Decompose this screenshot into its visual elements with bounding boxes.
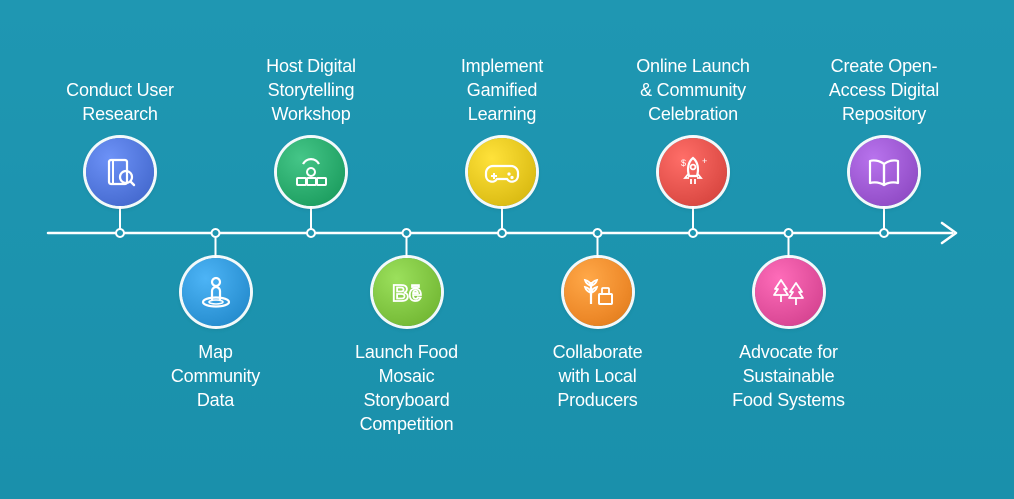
workshop-icon — [296, 158, 327, 186]
behance-icon: Bē — [391, 279, 422, 307]
step-node — [754, 258, 823, 326]
timeline-arrow-head — [940, 221, 958, 245]
step-label: Host Digital Storytelling Workshop — [266, 56, 356, 124]
step-node: $ + — [659, 138, 727, 206]
step-node — [468, 138, 536, 206]
step-label: Collaborate with Local Producers — [552, 342, 643, 410]
timeline-marker — [592, 228, 603, 238]
book-search-icon — [107, 158, 136, 187]
step-label: Launch Food Mosaic Storyboard Competitio… — [355, 342, 458, 434]
step-label: Conduct User Research — [66, 80, 174, 124]
svg-text:$: $ — [681, 158, 686, 168]
step-node — [277, 138, 345, 206]
step-node — [181, 258, 250, 326]
svg-text:Bē: Bē — [392, 280, 421, 306]
step-label: Create Open- Access Digital Repository — [828, 56, 940, 124]
timeline-marker — [688, 228, 698, 238]
step-node — [850, 138, 918, 206]
wheat-crate-icon — [583, 278, 613, 305]
step-label: Online Launch & Community Celebration — [636, 56, 750, 124]
svg-text:+: + — [702, 156, 707, 166]
timeline-marker — [879, 228, 889, 238]
gamepad-icon — [484, 164, 520, 183]
timeline-marker — [497, 228, 507, 238]
open-book-icon — [868, 159, 900, 187]
step-label: Implement Gamified Learning — [460, 56, 544, 124]
step-node — [563, 258, 632, 326]
step-node: Bē — [372, 258, 441, 326]
location-person-icon — [201, 276, 230, 308]
timeline-marker — [306, 228, 316, 238]
step-label: Map Community Data — [170, 342, 261, 410]
timeline-marker — [401, 228, 412, 238]
timeline-marker — [783, 228, 794, 238]
step-label: Advocate for Sustainable Food Systems — [732, 342, 845, 410]
step-node — [86, 138, 154, 206]
trees-icon — [772, 279, 804, 305]
rocket-icon: $ + — [681, 156, 707, 184]
timeline-marker — [115, 228, 125, 238]
timeline-marker — [210, 228, 221, 238]
